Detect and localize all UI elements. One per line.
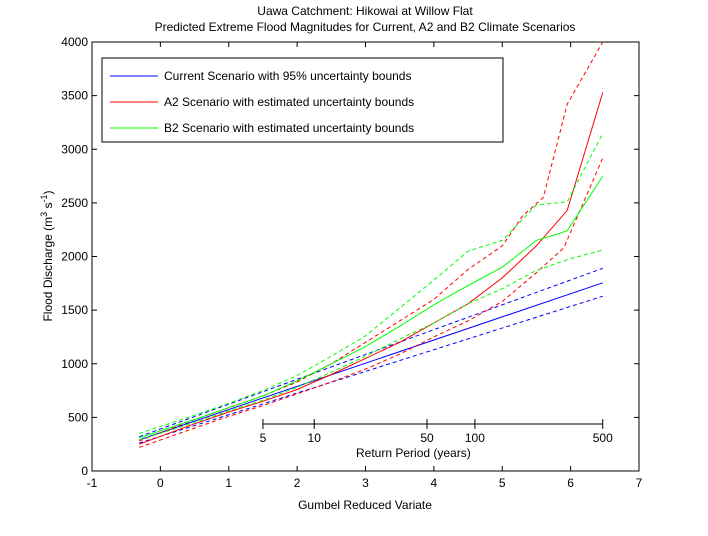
x-axis-label: Gumbel Reduced Variate: [298, 498, 432, 512]
y-tick-label: 2000: [61, 250, 88, 264]
chart-subtitle: Predicted Extreme Flood Magnitudes for C…: [155, 20, 576, 34]
y-tick-label: 2500: [61, 196, 88, 210]
return-period-tick-label: 5: [260, 431, 267, 445]
x-tick-label: 3: [362, 476, 369, 490]
legend-label-b2: B2 Scenario with estimated uncertainty b…: [164, 121, 414, 135]
y-label-mid: s: [41, 202, 55, 211]
y-label-sup2: -1: [39, 194, 49, 202]
return-period-axis: 5 10 50 100 500 Return Period (years): [260, 419, 613, 460]
series-a2-lower: [139, 157, 604, 448]
x-tick-label: 6: [567, 476, 574, 490]
series-b2-estimate: [139, 175, 604, 439]
x-tick-label: 4: [431, 476, 438, 490]
y-tick-label: 500: [68, 410, 88, 424]
x-tick-label: 7: [636, 476, 643, 490]
legend: Current Scenario with 95% uncertainty bo…: [101, 57, 504, 143]
chart-title: Uawa Catchment: Hikowai at Willow Flat: [257, 4, 473, 18]
legend-label-current: Current Scenario with 95% uncertainty bo…: [164, 69, 411, 83]
x-tick-label: -1: [87, 476, 98, 490]
series-b2-upper: [139, 132, 604, 434]
series-current-upper: [139, 267, 603, 438]
return-period-tick-label: 100: [465, 431, 485, 445]
y-tick-label: 3000: [61, 142, 88, 156]
x-axis: -1 0 1 2 3 4 5 6 7: [87, 42, 643, 490]
x-tick-label: 1: [225, 476, 232, 490]
y-label-end: ): [41, 190, 55, 194]
return-period-tick-label: 500: [593, 431, 613, 445]
x-tick-label: 2: [294, 476, 301, 490]
y-tick-label: 1500: [61, 303, 88, 317]
x-tick-label: 5: [499, 476, 506, 490]
y-tick-label: 4000: [61, 35, 88, 49]
x-tick-label: 0: [157, 476, 164, 490]
series-current-estimate: [139, 282, 603, 441]
legend-label-a2: A2 Scenario with estimated uncertainty b…: [164, 95, 414, 109]
series-current-lower: [139, 295, 603, 444]
y-label-main: Flood Discharge (m: [41, 217, 55, 322]
y-tick-label: 3500: [61, 89, 88, 103]
series-a2-estimate: [139, 92, 604, 445]
y-tick-label: 1000: [61, 357, 88, 371]
y-axis: 0 500 1000 1500 2000 2500 3000 3500 4000: [61, 35, 639, 478]
y-tick-label: 0: [81, 464, 88, 478]
return-period-tick-label: 10: [308, 431, 322, 445]
series-b2-lower: [139, 249, 603, 441]
legend-box: [101, 57, 504, 143]
y-label-sup1: 3: [39, 212, 49, 217]
y-axis-label: Flood Discharge (m3 s-1): [39, 190, 55, 321]
series-group: [139, 41, 604, 448]
return-period-axis-label: Return Period (years): [356, 446, 471, 460]
return-period-tick-label: 50: [420, 431, 434, 445]
